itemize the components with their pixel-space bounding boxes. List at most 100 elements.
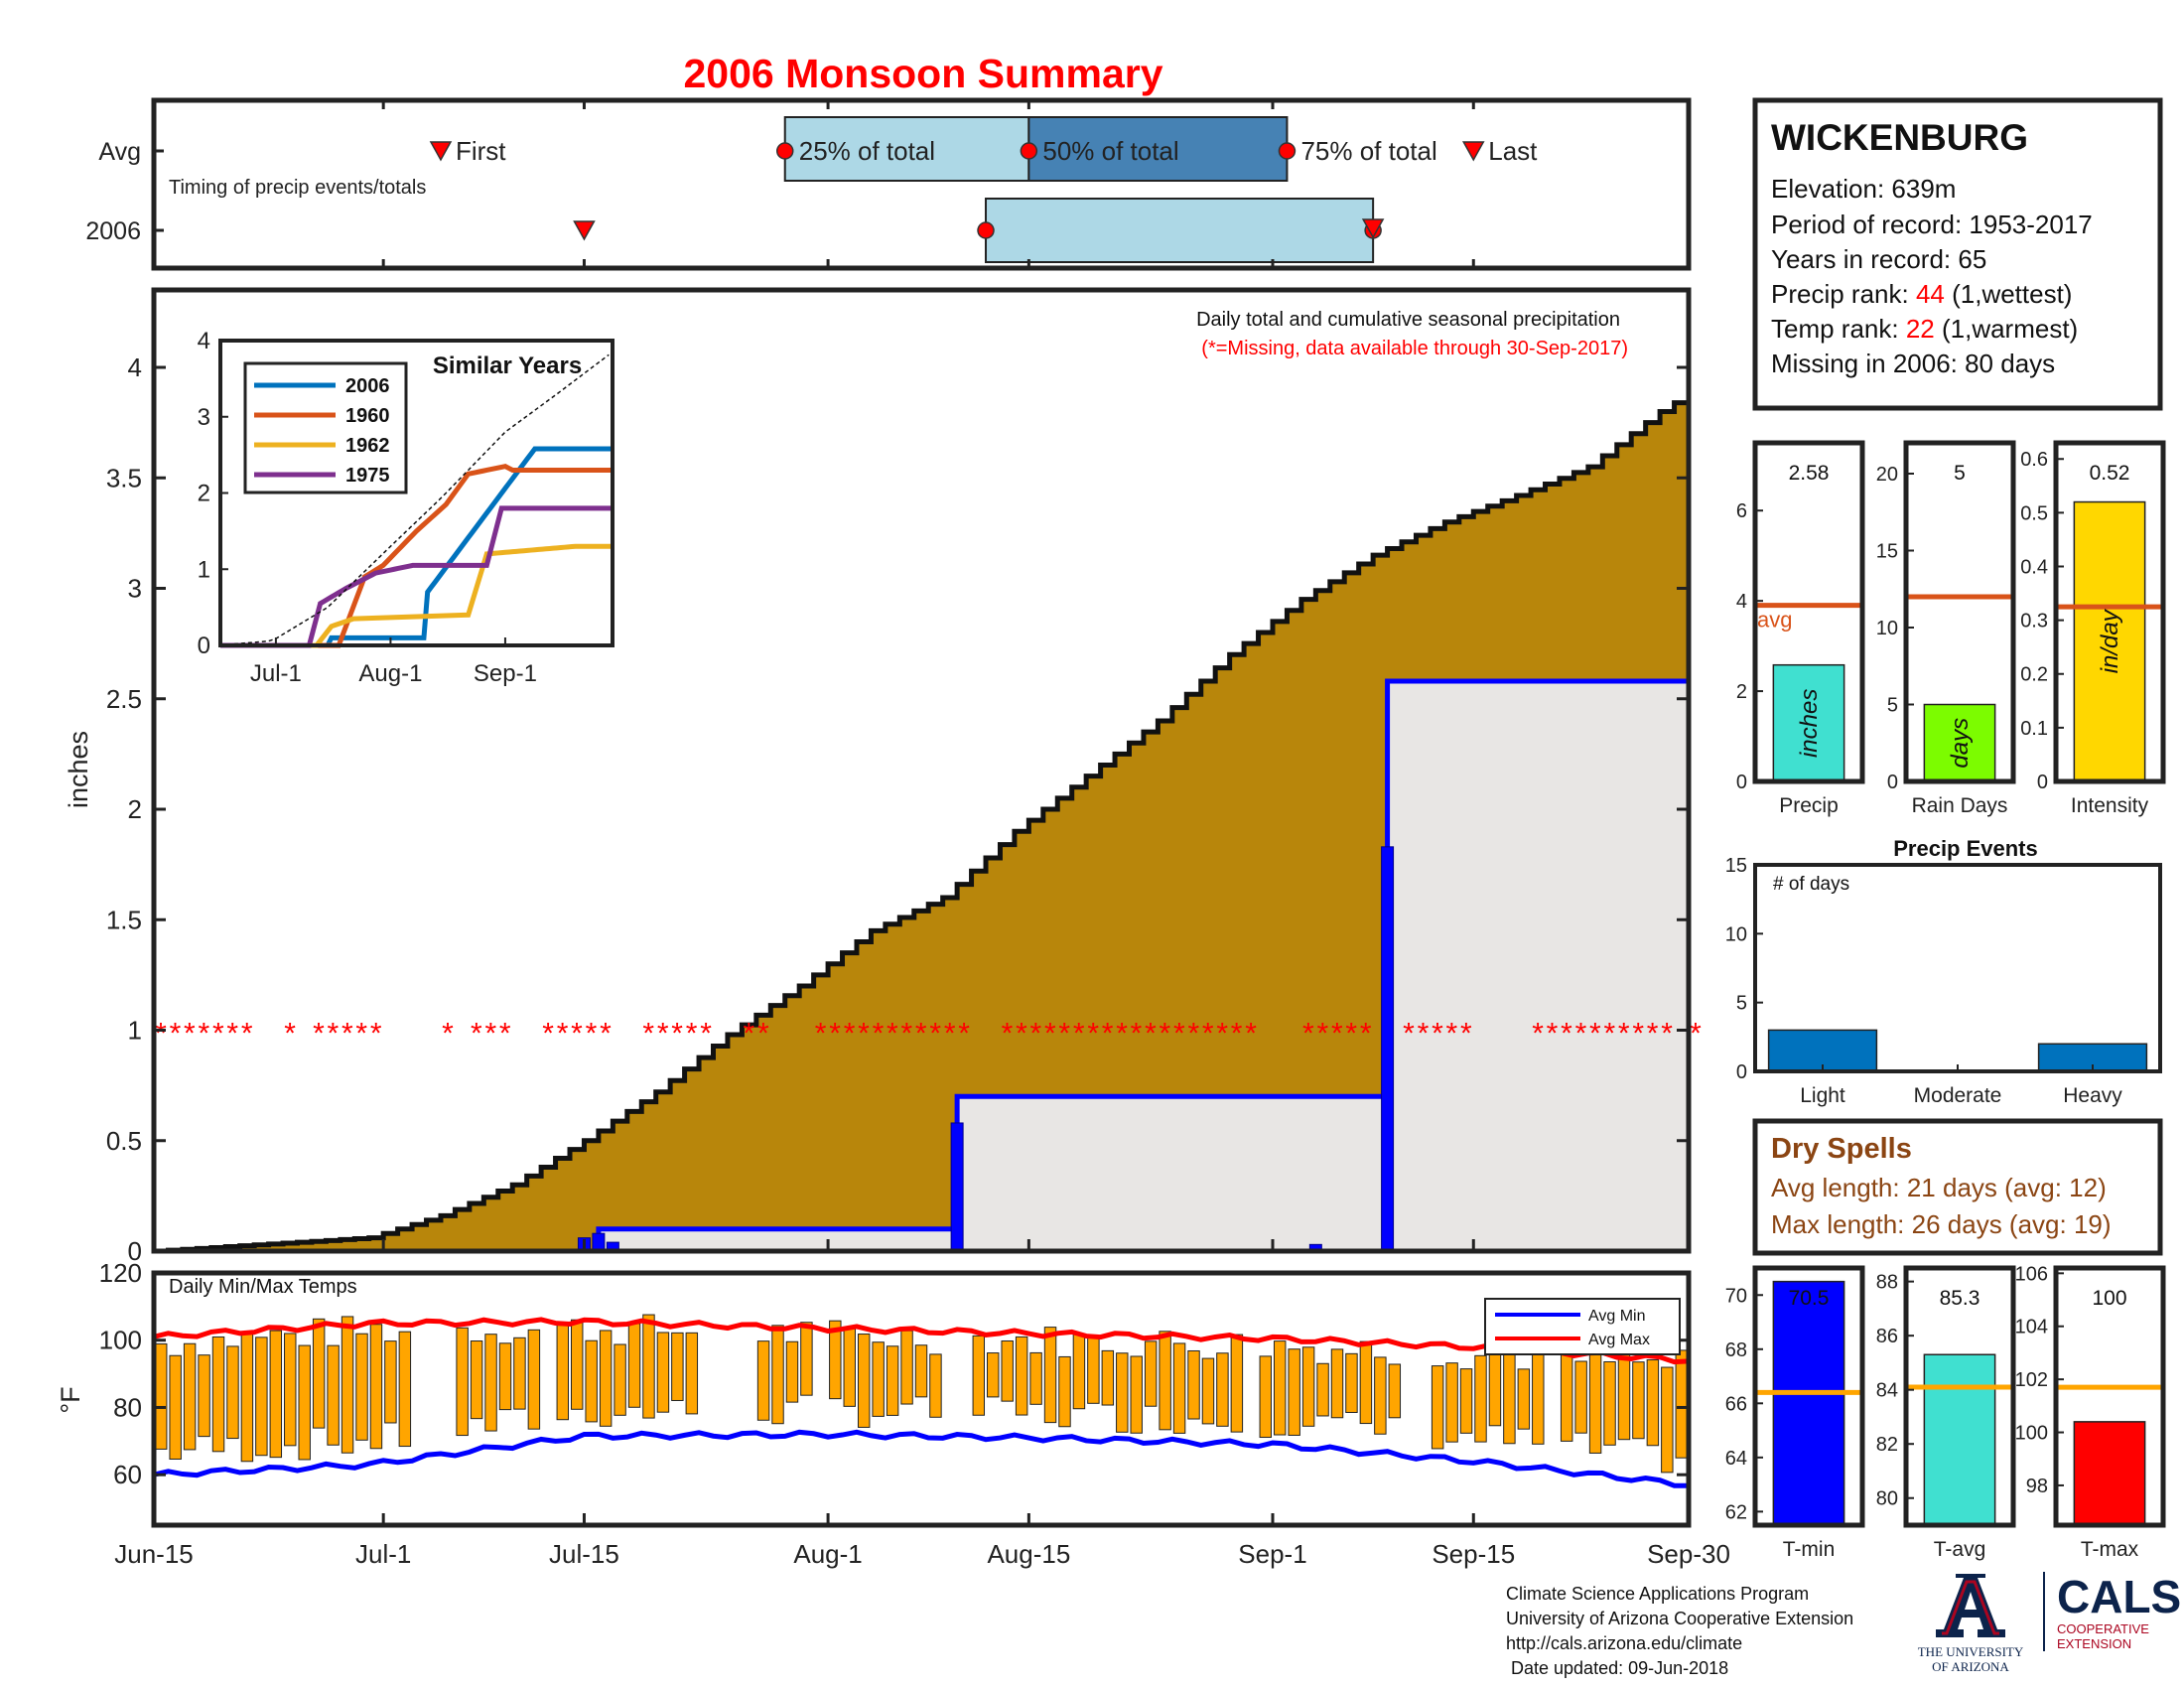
temps-panel: 60 80 100 120 Jun-15 Jul-1 Jul-15 Aug-1 Aug-15 Se…	[56, 1239, 1730, 1569]
precip-y-axis: 0 0.5 1 1.5 2 2.5 3 3.5 4	[106, 352, 1689, 1266]
precip-rank-label: Precip rank:	[1771, 279, 1916, 309]
daily-temp-bar	[1345, 1352, 1358, 1413]
dry-spells-title: Dry Spells	[1771, 1133, 1912, 1165]
daily-precip-bar	[1381, 846, 1395, 1252]
missing-day-marker: *	[1446, 1018, 1458, 1051]
daily-temp-bar	[1503, 1353, 1516, 1445]
missing-day-marker: *	[657, 1018, 669, 1051]
precip-ytick-label: 2	[128, 794, 142, 824]
missing-day-marker: *	[199, 1018, 210, 1051]
missing-day-marker: *	[499, 1018, 511, 1051]
temp-mini-value: 85.3	[1940, 1287, 1980, 1310]
events-ytick-label: 5	[1736, 993, 1747, 1015]
temp-mini-ytick-label: 80	[1876, 1488, 1898, 1510]
similar-years-inset: 0 1 2 3 4 Jul-1 Aug-1 Sep-1 Similar Years 2006 1…	[198, 328, 614, 687]
daily-temp-bar	[1603, 1360, 1616, 1446]
missing-day-marker: *	[844, 1018, 856, 1051]
year-first-marker	[573, 220, 596, 241]
missing-day-marker: *	[642, 1018, 654, 1051]
daily-temp-bar	[498, 1342, 512, 1411]
footer-date: Date updated: 09-Jun-2018	[1506, 1658, 1728, 1678]
temp-rank-note: (1,warmest)	[1935, 314, 2078, 344]
temps-axes: 60 80 100 120 Jun-15 Jul-1 Jul-15 Aug-1 Aug-15 Se…	[99, 1239, 1730, 1569]
temp-mini-ytick-label: 66	[1725, 1393, 1747, 1415]
missing-day-marker: *	[1302, 1018, 1314, 1051]
precip-rank-value: 44	[1916, 279, 1945, 309]
precip-mini-ytick-label: 0.6	[2020, 449, 2048, 471]
daily-temp-bar	[671, 1332, 684, 1401]
events-ytick-label: 0	[1736, 1061, 1747, 1083]
daily-temp-bar	[327, 1344, 340, 1446]
missing-day-marker: *	[887, 1018, 898, 1051]
daily-temp-bar	[1043, 1327, 1057, 1424]
temp-mini-ytick-label: 68	[1725, 1339, 1747, 1361]
precip-mini-ytick-label: 5	[1887, 695, 1898, 717]
daily-temp-bar	[1488, 1352, 1502, 1427]
footer-url: http://cals.arizona.edu/climate	[1506, 1633, 1742, 1653]
daily-temp-bar	[872, 1341, 885, 1417]
daily-temp-bar	[886, 1345, 899, 1416]
temp-mini-label: T-avg	[1934, 1538, 1986, 1561]
precip-mini-ytick-label: 10	[1876, 618, 1898, 639]
temp-mini-ytick-label: 82	[1876, 1434, 1898, 1456]
temp-mini-ytick-label: 84	[1876, 1380, 1898, 1402]
missing-day-marker: *	[1116, 1018, 1128, 1051]
missing-day-marker: *	[1561, 1018, 1572, 1051]
missing-day-marker: *	[1073, 1018, 1085, 1051]
missing-day-marker: *	[341, 1018, 353, 1051]
missing-day-marker: *	[1647, 1018, 1659, 1051]
avg-max-line	[153, 1317, 1690, 1365]
precip-ytick-label: 3	[128, 574, 142, 604]
timing-subtitle: Timing of precip events/totals	[169, 177, 426, 199]
missing-day-marker: *	[873, 1018, 885, 1051]
daily-temp-bar	[198, 1354, 210, 1438]
temp-mini-bar	[1923, 1353, 1996, 1526]
avg-first-marker	[429, 141, 453, 162]
daily-temp-bar	[929, 1353, 942, 1418]
precip-mini-ytick-label: 0	[2037, 772, 2048, 793]
missing-day-marker: *	[1102, 1018, 1114, 1051]
missing-day-marker: *	[1690, 1018, 1702, 1051]
daily-temp-bar	[857, 1334, 871, 1428]
precip-mini-bar	[1772, 663, 1845, 782]
avg-first-label: First	[456, 136, 506, 166]
daily-temp-bar	[1474, 1354, 1487, 1443]
daily-temp-bar	[642, 1314, 655, 1419]
daily-temp-bar	[1675, 1349, 1688, 1459]
daily-temp-bar	[829, 1320, 842, 1400]
precip-mini-ytick-label: 15	[1876, 541, 1898, 563]
legend-avg-max-label: Avg Max	[1588, 1332, 1650, 1348]
cals-logo: CALS COOPERATIVE EXTENSION	[2043, 1572, 2184, 1651]
timing-panel: First 25% of total 50% of total 75% of tota…	[85, 97, 1692, 271]
events-ytick-label: 15	[1725, 855, 1747, 877]
missing-day-marker: *	[1030, 1018, 1042, 1051]
daily-temp-bar	[1661, 1366, 1674, 1474]
temps-plot-bg	[154, 1273, 1689, 1525]
temp-mini-label: T-max	[2081, 1538, 2139, 1561]
footer: Climate Science Applications Program Uni…	[1506, 1584, 1853, 1678]
daily-temp-bar	[1072, 1334, 1086, 1410]
daily-temp-bar	[1029, 1351, 1042, 1405]
precip-mini-chart-1: 0 5 10 15 20 5 Rain Days days	[1876, 440, 2016, 817]
station-period: Period of record: 1953-2017	[1771, 210, 2093, 239]
daily-temp-bar	[1560, 1344, 1573, 1442]
precip-rank-note: (1,wettest)	[1945, 279, 2073, 309]
precip-missing-note: (*=Missing, data available through 30-Se…	[1201, 338, 1628, 359]
missing-day-marker: *	[484, 1018, 496, 1051]
missing-day-marker: *	[1532, 1018, 1544, 1051]
ua-line1: THE UNIVERSITY	[1917, 1644, 2024, 1659]
missing-day-marker: *	[1403, 1018, 1415, 1051]
daily-temp-bar	[556, 1325, 570, 1421]
temp-rank-label: Temp rank:	[1771, 314, 1906, 344]
daily-temp-bar	[341, 1316, 354, 1454]
precip-mini-label: Intensity	[2071, 794, 2149, 817]
precip-panel-title: Daily total and cumulative seasonal prec…	[1196, 309, 1620, 331]
daily-temp-bar	[1532, 1350, 1545, 1445]
daily-temp-bar	[1216, 1352, 1229, 1427]
precip-mini-bar	[1923, 703, 1996, 782]
temp-mini-ytick-label: 64	[1725, 1448, 1747, 1470]
events-xtick-label: Light	[1800, 1084, 1845, 1107]
missing-day-marker: *	[1331, 1018, 1343, 1051]
precip-mini-ytick-label: 0.5	[2020, 502, 2048, 524]
missing-day-marker: *	[155, 1018, 167, 1051]
